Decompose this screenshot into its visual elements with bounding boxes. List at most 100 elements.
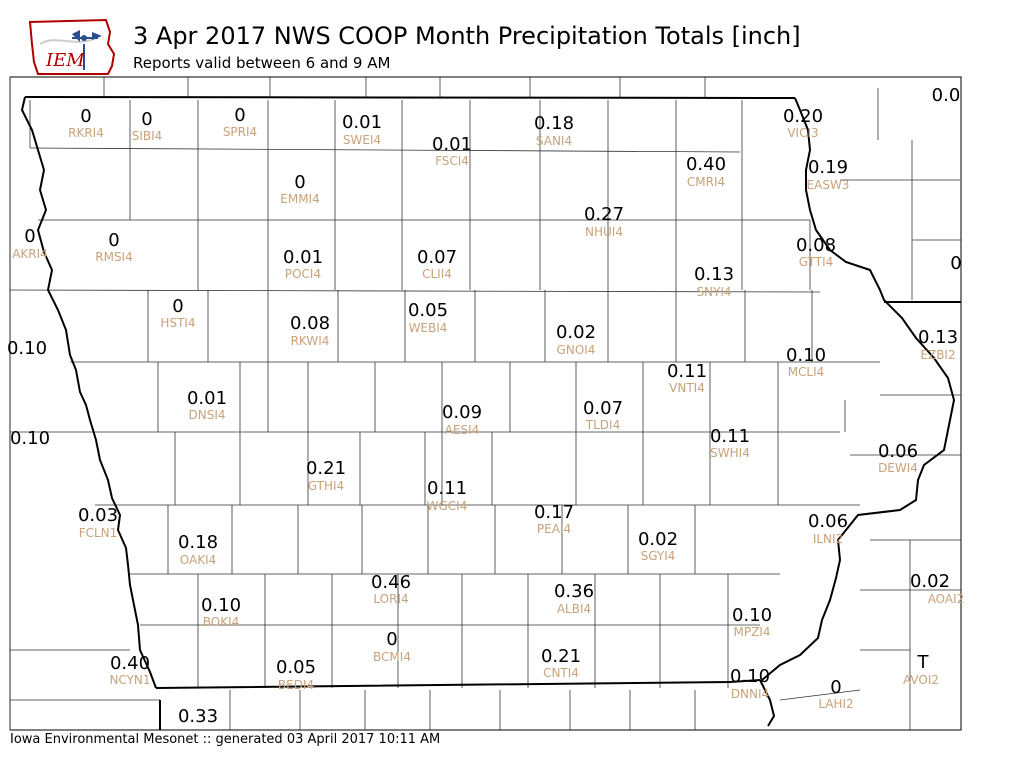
precip-value: 0.10 [732, 605, 772, 626]
precip-value: 0.18 [178, 532, 218, 553]
station-id: PEAI4 [537, 522, 571, 536]
precip-value: 0.36 [554, 581, 594, 602]
precip-value: 0 [24, 226, 35, 247]
precip-value: 0.40 [686, 154, 726, 175]
station-id: BCMI4 [373, 650, 411, 664]
station-id: GTTI4 [799, 255, 834, 269]
precip-value: 0.09 [442, 402, 482, 423]
station-id: RMSI4 [95, 250, 132, 264]
footer-credit: Iowa Environmental Mesonet :: generated … [10, 732, 441, 747]
station-id: SNYI4 [696, 285, 731, 299]
precip-value: 0.40 [110, 653, 150, 674]
precip-value: 0.46 [371, 572, 411, 593]
station-id: EMMI4 [280, 192, 319, 206]
precip-value: 0.05 [276, 657, 316, 678]
station-id: AVOI2 [903, 673, 939, 687]
precip-value: 0.33 [178, 706, 218, 727]
station-id: EZBI2 [920, 348, 955, 362]
precip-value: 0.10 [786, 345, 826, 366]
precip-value: 0.06 [808, 511, 848, 532]
precip-value: 0.20 [783, 106, 823, 127]
station-id: AKRI4 [12, 247, 48, 261]
precip-value: 0.10 [7, 338, 47, 359]
precip-value: 0.0 [932, 85, 961, 106]
precip-value: 0.01 [283, 247, 323, 268]
station-id: VICI3 [787, 126, 818, 140]
precip-value: 0.13 [694, 264, 734, 285]
precip-value: 0.01 [187, 388, 227, 409]
station-id: AESI4 [445, 423, 480, 437]
station-edge-ne: 0.0 [932, 85, 961, 106]
station-edge-s: 0.33 [178, 706, 218, 727]
station-id: MCLI4 [788, 365, 825, 379]
station-id: FCLN1 [79, 526, 118, 540]
precip-value: 0.08 [796, 235, 836, 256]
precip-value: 0 [294, 172, 305, 193]
station-id: OAKI4 [180, 553, 217, 567]
map-subtitle: Reports valid between 6 and 9 AM [133, 54, 391, 72]
station-id: DEWI4 [878, 461, 918, 475]
precip-value: T [917, 652, 930, 673]
precip-value: 0.10 [730, 666, 770, 687]
precip-value: 0 [172, 296, 183, 317]
station-id: SWHI4 [710, 446, 750, 460]
precip-value: 0.02 [556, 322, 596, 343]
station-id: WGCI4 [427, 499, 468, 513]
county-lines [9, 77, 961, 730]
station-id: DNSI4 [188, 408, 225, 422]
station-id: RKWI4 [291, 334, 330, 348]
station-id: CNTI4 [543, 666, 579, 680]
station-id: SPRI4 [223, 125, 257, 139]
precip-value: 0.27 [584, 204, 624, 225]
station-id: SWEI4 [343, 133, 381, 147]
precip-value: 0.11 [710, 426, 750, 447]
precip-value: 0.03 [78, 505, 118, 526]
precip-value: 0.17 [534, 502, 574, 523]
station-id: NCYN1 [109, 673, 150, 687]
station-id: DNNI4 [731, 687, 769, 701]
station-id: SGYI4 [641, 549, 676, 563]
station-id: VNTI4 [669, 381, 705, 395]
station-id: WEBI4 [409, 321, 448, 335]
station-id: POCI4 [285, 267, 321, 281]
station-edge-e: 0 [950, 253, 961, 274]
station-id: GNOI4 [557, 343, 596, 357]
precip-value: 0.05 [408, 300, 448, 321]
precip-value: 0 [386, 629, 397, 650]
station-id: HSTI4 [160, 316, 195, 330]
station-id: SANI4 [536, 134, 572, 148]
precip-value: 0 [830, 677, 841, 698]
precip-value: 0.01 [432, 134, 472, 155]
station-id: CLII4 [422, 267, 452, 281]
precip-value: 0.07 [417, 247, 457, 268]
